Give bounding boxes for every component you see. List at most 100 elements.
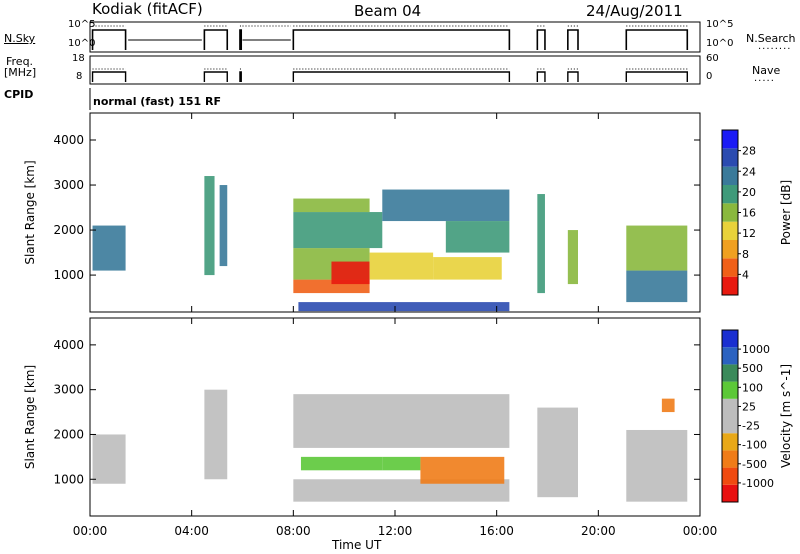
power-cell-0: [92, 225, 126, 271]
x-tick-2: 08:00: [276, 524, 311, 538]
power-y-axis-label: Slant Range [km]: [23, 160, 37, 264]
cpid-label: CPID: [4, 88, 34, 101]
power-y-tick-2: 3000: [53, 178, 84, 192]
power-colorbar-tick-4: 12: [742, 227, 756, 240]
freq-unit: [MHz]: [4, 66, 37, 79]
x-tick-4: 16:00: [479, 524, 514, 538]
station-title: Kodiak (fitACF): [92, 0, 203, 18]
velocity-colorbar-tick-7: -1000: [742, 477, 774, 490]
velocity-colorbar-swatch-0: [722, 484, 738, 502]
power-cell-2: [219, 185, 228, 267]
power-cell-1: [204, 176, 215, 276]
power-colorbar-swatch-3: [722, 221, 738, 240]
nsearch-dots: ········: [758, 44, 792, 55]
cpid-value: normal (fast) 151 RF: [93, 95, 221, 108]
velocity-y-tick-2: 3000: [53, 383, 84, 397]
power-colorbar-swatch-5: [722, 185, 738, 204]
velocity-cell-8: [626, 429, 688, 502]
power-colorbar-tick-1: 24: [742, 165, 756, 178]
power-colorbar-tick-0: 28: [742, 145, 756, 158]
velocity-colorbar-tick-0: 1000: [742, 343, 770, 356]
velocity-cell-1: [204, 389, 228, 480]
velocity-y-axis-label: Slant Range [km]: [23, 365, 37, 469]
velocity-colorbar-tick-4: -25: [742, 420, 760, 433]
nave-tick-bottom: 0: [706, 71, 713, 82]
velocity-colorbar-label: Velocity [m s^-1]: [779, 364, 793, 468]
power-cell-7: [293, 198, 370, 213]
power-y-tick-0: 1000: [53, 268, 84, 282]
power-colorbar-label: Power [dB]: [779, 180, 793, 245]
power-colorbar-tick-5: 8: [742, 248, 749, 261]
velocity-colorbar-swatch-4: [722, 416, 738, 434]
beam-title: Beam 04: [354, 2, 422, 20]
power-y-tick-1: 2000: [53, 223, 84, 237]
nsky-tick-top: 10^5: [68, 19, 96, 30]
velocity-colorbar-swatch-8: [722, 347, 738, 365]
x-tick-3: 12:00: [378, 524, 413, 538]
nsearch-tick-bottom: 10^0: [706, 38, 734, 49]
power-cell-10: [382, 189, 510, 222]
power-colorbar-swatch-0: [722, 276, 738, 295]
velocity-colorbar-swatch-2: [722, 450, 738, 468]
x-tick-5: 20:00: [581, 524, 616, 538]
power-colorbar-swatch-6: [722, 166, 738, 185]
velocity-colorbar-swatch-1: [722, 467, 738, 485]
power-colorbar-swatch-4: [722, 203, 738, 222]
velocity-colorbar-tick-2: 100: [742, 381, 763, 394]
velocity-colorbar-swatch-9: [722, 330, 738, 348]
velocity-colorbar-swatch-7: [722, 364, 738, 382]
velocity-cell-6: [420, 456, 505, 484]
power-panel: 1000 2000 3000 4000 Slant Range [km]: [23, 112, 701, 313]
velocity-colorbar-swatch-3: [722, 433, 738, 451]
power-colorbar-swatch-1: [722, 258, 738, 277]
freq-tick-bottom: 8: [76, 71, 83, 82]
freq-tick-top: 18: [72, 53, 85, 64]
nsky-strip: [89, 21, 701, 53]
power-cell-9: [433, 257, 502, 280]
velocity-cell-3: [293, 394, 510, 448]
velocity-colorbar-tick-3: 25: [742, 400, 756, 413]
power-cell-14: [567, 230, 578, 285]
power-cell-15: [626, 225, 688, 271]
nsearch-label: N.Search: [746, 32, 796, 45]
velocity-colorbar-tick-1: 500: [742, 362, 763, 375]
nave-tick-top: 60: [706, 53, 719, 64]
velocity-panel: 1000 2000 3000 4000 Slant Range [km]: [23, 317, 701, 517]
nsky-label: N.Sky: [4, 32, 36, 45]
power-colorbar-swatch-7: [722, 148, 738, 167]
velocity-y-tick-1: 2000: [53, 427, 84, 441]
nave-label: Nave: [752, 64, 781, 77]
power-cell-13: [537, 194, 545, 294]
velocity-colorbar-tick-5: -100: [742, 439, 767, 452]
power-cell-11: [445, 221, 510, 253]
power-colorbar-swatch-2: [722, 240, 738, 259]
date-title: 24/Aug/2011: [586, 2, 683, 20]
velocity-cell-9: [661, 398, 675, 413]
power-cell-8: [369, 252, 434, 280]
nsky-tick-bottom: 10^0: [68, 38, 96, 49]
velocity-y-tick-0: 1000: [53, 472, 84, 486]
freq-strip: [89, 55, 701, 85]
power-colorbar-swatch-8: [722, 130, 738, 149]
x-tick-6: 00:00: [683, 524, 718, 538]
power-cell-12: [298, 302, 510, 312]
nsearch-tick-top: 10^5: [706, 19, 734, 30]
velocity-cell-0: [92, 434, 126, 484]
x-tick-0: 00:00: [73, 524, 108, 538]
velocity-y-tick-3: 4000: [53, 338, 84, 352]
velocity-cell-5: [382, 456, 421, 471]
x-tick-1: 04:00: [174, 524, 209, 538]
velocity-cell-4: [300, 456, 383, 471]
power-colorbar-tick-3: 16: [742, 207, 756, 220]
power-colorbar-tick-6: 4: [742, 268, 749, 281]
velocity-cell-2: [293, 479, 510, 502]
power-cell-6: [293, 212, 383, 249]
power-cell-16: [626, 270, 688, 303]
power-cell-5: [331, 261, 370, 285]
velocity-colorbar-tick-6: -500: [742, 458, 767, 471]
velocity-colorbar-swatch-6: [722, 381, 738, 399]
x-axis-label: Time UT: [332, 538, 382, 552]
power-colorbar-tick-2: 20: [742, 186, 756, 199]
freq-label: Freq.: [6, 55, 34, 68]
